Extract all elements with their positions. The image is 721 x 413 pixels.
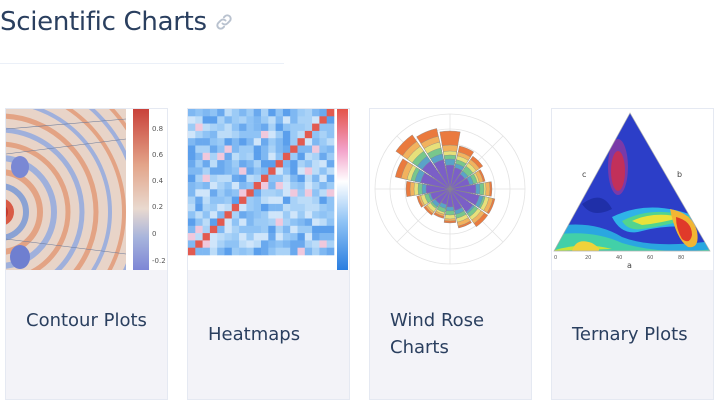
ternary-tick-label: 80 <box>678 255 684 261</box>
wind-rose-thumbnail <box>370 109 531 270</box>
ternary-tick-label: 60 <box>647 255 653 261</box>
card-wind-rose-charts[interactable]: Wind Rose Charts <box>369 108 532 400</box>
ternary-tick-label: 20 <box>585 255 591 261</box>
card-ternary-plots[interactable]: 0 20 40 60 80 a b c Ternary Plots <box>551 108 714 400</box>
ternary-tick-label: 0 <box>554 255 557 261</box>
card-label: Contour Plots <box>26 310 147 331</box>
colorbar-tick-label: 0 <box>152 230 156 238</box>
ternary-axis-label-a: a <box>627 261 632 270</box>
ternary-plot-thumbnail: 0 20 40 60 80 a b c <box>552 109 713 270</box>
card-contour-plots[interactable]: 0.8 0.6 0.4 0.2 0 -0.2 Contour Plots <box>5 108 168 400</box>
colorbar-tick-label: -0.2 <box>152 257 166 265</box>
card-label: Heatmaps <box>208 324 301 345</box>
colorbar-tick-label: 0.8 <box>152 125 163 133</box>
page-header: Scientific Charts <box>0 2 233 42</box>
ternary-axis-label-c: c <box>582 170 586 179</box>
colorbar-tick-label: 0.6 <box>152 151 164 159</box>
colorbar-tick-label: 0.2 <box>152 203 163 211</box>
ternary-axis-label-b: b <box>677 170 682 179</box>
link-icon[interactable] <box>215 13 233 31</box>
heatmap-thumbnail <box>188 109 349 270</box>
card-label: Ternary Plots <box>572 324 688 345</box>
card-heatmaps[interactable]: Heatmaps <box>187 108 350 400</box>
header-divider <box>0 63 284 64</box>
page-title: Scientific Charts <box>0 7 207 37</box>
card-label: Wind Rose Charts <box>390 310 485 358</box>
colorbar-tick-label: 0.4 <box>152 177 164 185</box>
ternary-tick-label: 40 <box>616 255 622 261</box>
contour-plot-thumbnail: 0.8 0.6 0.4 0.2 0 -0.2 <box>6 109 167 270</box>
